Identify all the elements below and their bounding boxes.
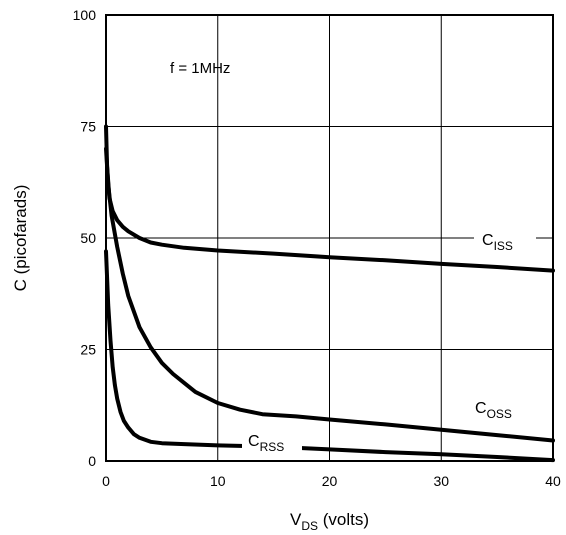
series-label-bg: [474, 230, 536, 254]
y-tick-label: 75: [80, 119, 96, 135]
y-axis-title: C (picofarads): [11, 185, 30, 292]
x-tick-label: 0: [102, 473, 110, 489]
series-label-iss: CISS: [482, 232, 513, 253]
series-labels: CISS COSS CRSS: [242, 230, 536, 456]
series-lines: [104, 124, 555, 463]
series-line-oss: [104, 146, 555, 443]
y-tick-label: 25: [80, 342, 96, 358]
x-tick-label: 10: [210, 473, 226, 489]
plot-frame: [105, 14, 554, 462]
series-label-oss: COSS: [475, 400, 512, 421]
frequency-annotation: f = 1MHz: [170, 60, 230, 77]
x-axis-title-suffix: (volts): [318, 510, 369, 529]
x-axis-title: VDS (volts): [290, 510, 369, 533]
x-axis-title-sub: DS: [301, 519, 318, 533]
x-tick-label: 40: [545, 473, 561, 489]
series-label-bg: [242, 430, 302, 456]
x-tick-label: 20: [322, 473, 338, 489]
x-tick-label: 30: [433, 473, 449, 489]
series-line-rss: [104, 249, 555, 463]
y-tick-label: 0: [88, 453, 96, 469]
series-label-rss: CRSS: [248, 433, 284, 454]
tick-labels: 0 10 20 30 40 0 25 50 75 100: [73, 7, 561, 489]
grid-lines: [106, 15, 553, 461]
series-label-bg: [470, 396, 534, 422]
y-tick-label: 50: [80, 230, 96, 246]
y-tick-label: 100: [73, 7, 97, 23]
x-axis-title-main: V: [290, 510, 302, 529]
